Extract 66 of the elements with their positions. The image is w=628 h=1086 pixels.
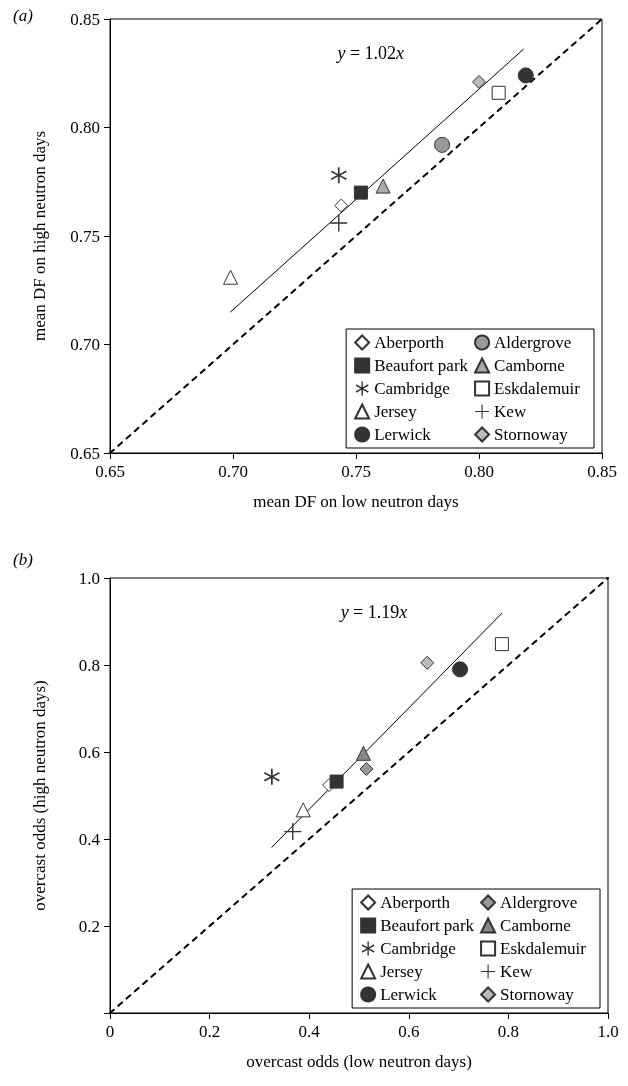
point xyxy=(452,661,469,678)
legend-label: Eskdalemuir xyxy=(500,939,587,958)
x-tick-label: 0.6 xyxy=(398,1022,420,1041)
point xyxy=(491,85,506,100)
point xyxy=(359,761,374,776)
y-tick-label: 0.8 xyxy=(78,655,100,675)
point xyxy=(420,655,435,670)
x-tick-label: 1.0 xyxy=(597,1022,619,1041)
legend-label: Stornoway xyxy=(500,985,575,1004)
legend-label: Aldergrove xyxy=(494,333,572,352)
point xyxy=(355,745,371,761)
point xyxy=(517,67,534,84)
y-tick-label: 0.75 xyxy=(70,226,100,246)
legend-label: Beaufort park xyxy=(374,356,469,375)
legend-label: Camborne xyxy=(500,916,571,935)
y-axis-title: overcast odds (high neutron days) xyxy=(30,680,49,911)
point xyxy=(472,74,486,89)
point xyxy=(223,269,239,285)
legend-label: Lerwick xyxy=(380,985,438,1004)
x-tick-label: 0.2 xyxy=(198,1022,221,1041)
x-tick-label: 0.8 xyxy=(497,1022,520,1041)
point xyxy=(329,774,344,789)
y-tick-label: 0.80 xyxy=(70,118,100,137)
legend-label: Kew xyxy=(494,402,527,421)
chart-title: (b) xyxy=(13,550,34,569)
legend-label: Aberporth xyxy=(374,333,445,352)
x-tick-label: 0.80 xyxy=(464,462,494,481)
point xyxy=(494,637,509,652)
legend-label: Lerwick xyxy=(374,425,432,444)
y-tick-label: 1.0 xyxy=(78,568,100,588)
y-tick-label: 0.85 xyxy=(70,9,100,29)
legend-label: Jersey xyxy=(380,962,424,981)
point xyxy=(353,185,368,200)
y-axis-title: mean DF on high neutron days xyxy=(30,130,49,342)
legend-label: Jersey xyxy=(374,402,418,421)
y-tick-label: 0.4 xyxy=(78,829,101,849)
legend-label: Eskdalemuir xyxy=(494,379,581,398)
annotation: y = 1.19x xyxy=(338,602,408,622)
legend-label: Kew xyxy=(500,962,533,981)
y-tick-label: 0.70 xyxy=(70,335,100,354)
point xyxy=(330,214,348,232)
legend-label: Aberporth xyxy=(380,893,451,912)
point xyxy=(434,136,451,153)
x-axis-title: mean DF on low neutron days xyxy=(253,492,459,511)
annotation: y = 1.02x xyxy=(335,43,405,63)
point xyxy=(330,167,347,184)
x-tick-label: 0.70 xyxy=(218,462,248,481)
point xyxy=(263,768,280,785)
legend-label: Cambridge xyxy=(380,939,456,958)
x-tick-label: 0.85 xyxy=(587,462,617,481)
x-tick-label: 0 xyxy=(105,1022,115,1041)
x-axis-title: overcast odds (low neutron days) xyxy=(246,1052,472,1071)
legend-label: Aldergrove xyxy=(500,893,578,912)
legend-label: Stornoway xyxy=(494,425,569,444)
point xyxy=(295,802,311,818)
y-tick-label: 0.2 xyxy=(78,916,100,936)
x-tick-label: 0.4 xyxy=(298,1022,321,1041)
y-tick-label: 0.6 xyxy=(78,742,100,762)
y-tick-label: 0.65 xyxy=(70,443,100,463)
legend-label: Camborne xyxy=(494,356,565,375)
x-tick-label: 0.65 xyxy=(95,462,125,481)
legend-label: Cambridge xyxy=(374,379,450,398)
legend-label: Beaufort park xyxy=(380,916,475,935)
chart-title: (a) xyxy=(13,6,34,25)
point xyxy=(375,178,391,194)
x-tick-label: 0.75 xyxy=(341,462,371,481)
